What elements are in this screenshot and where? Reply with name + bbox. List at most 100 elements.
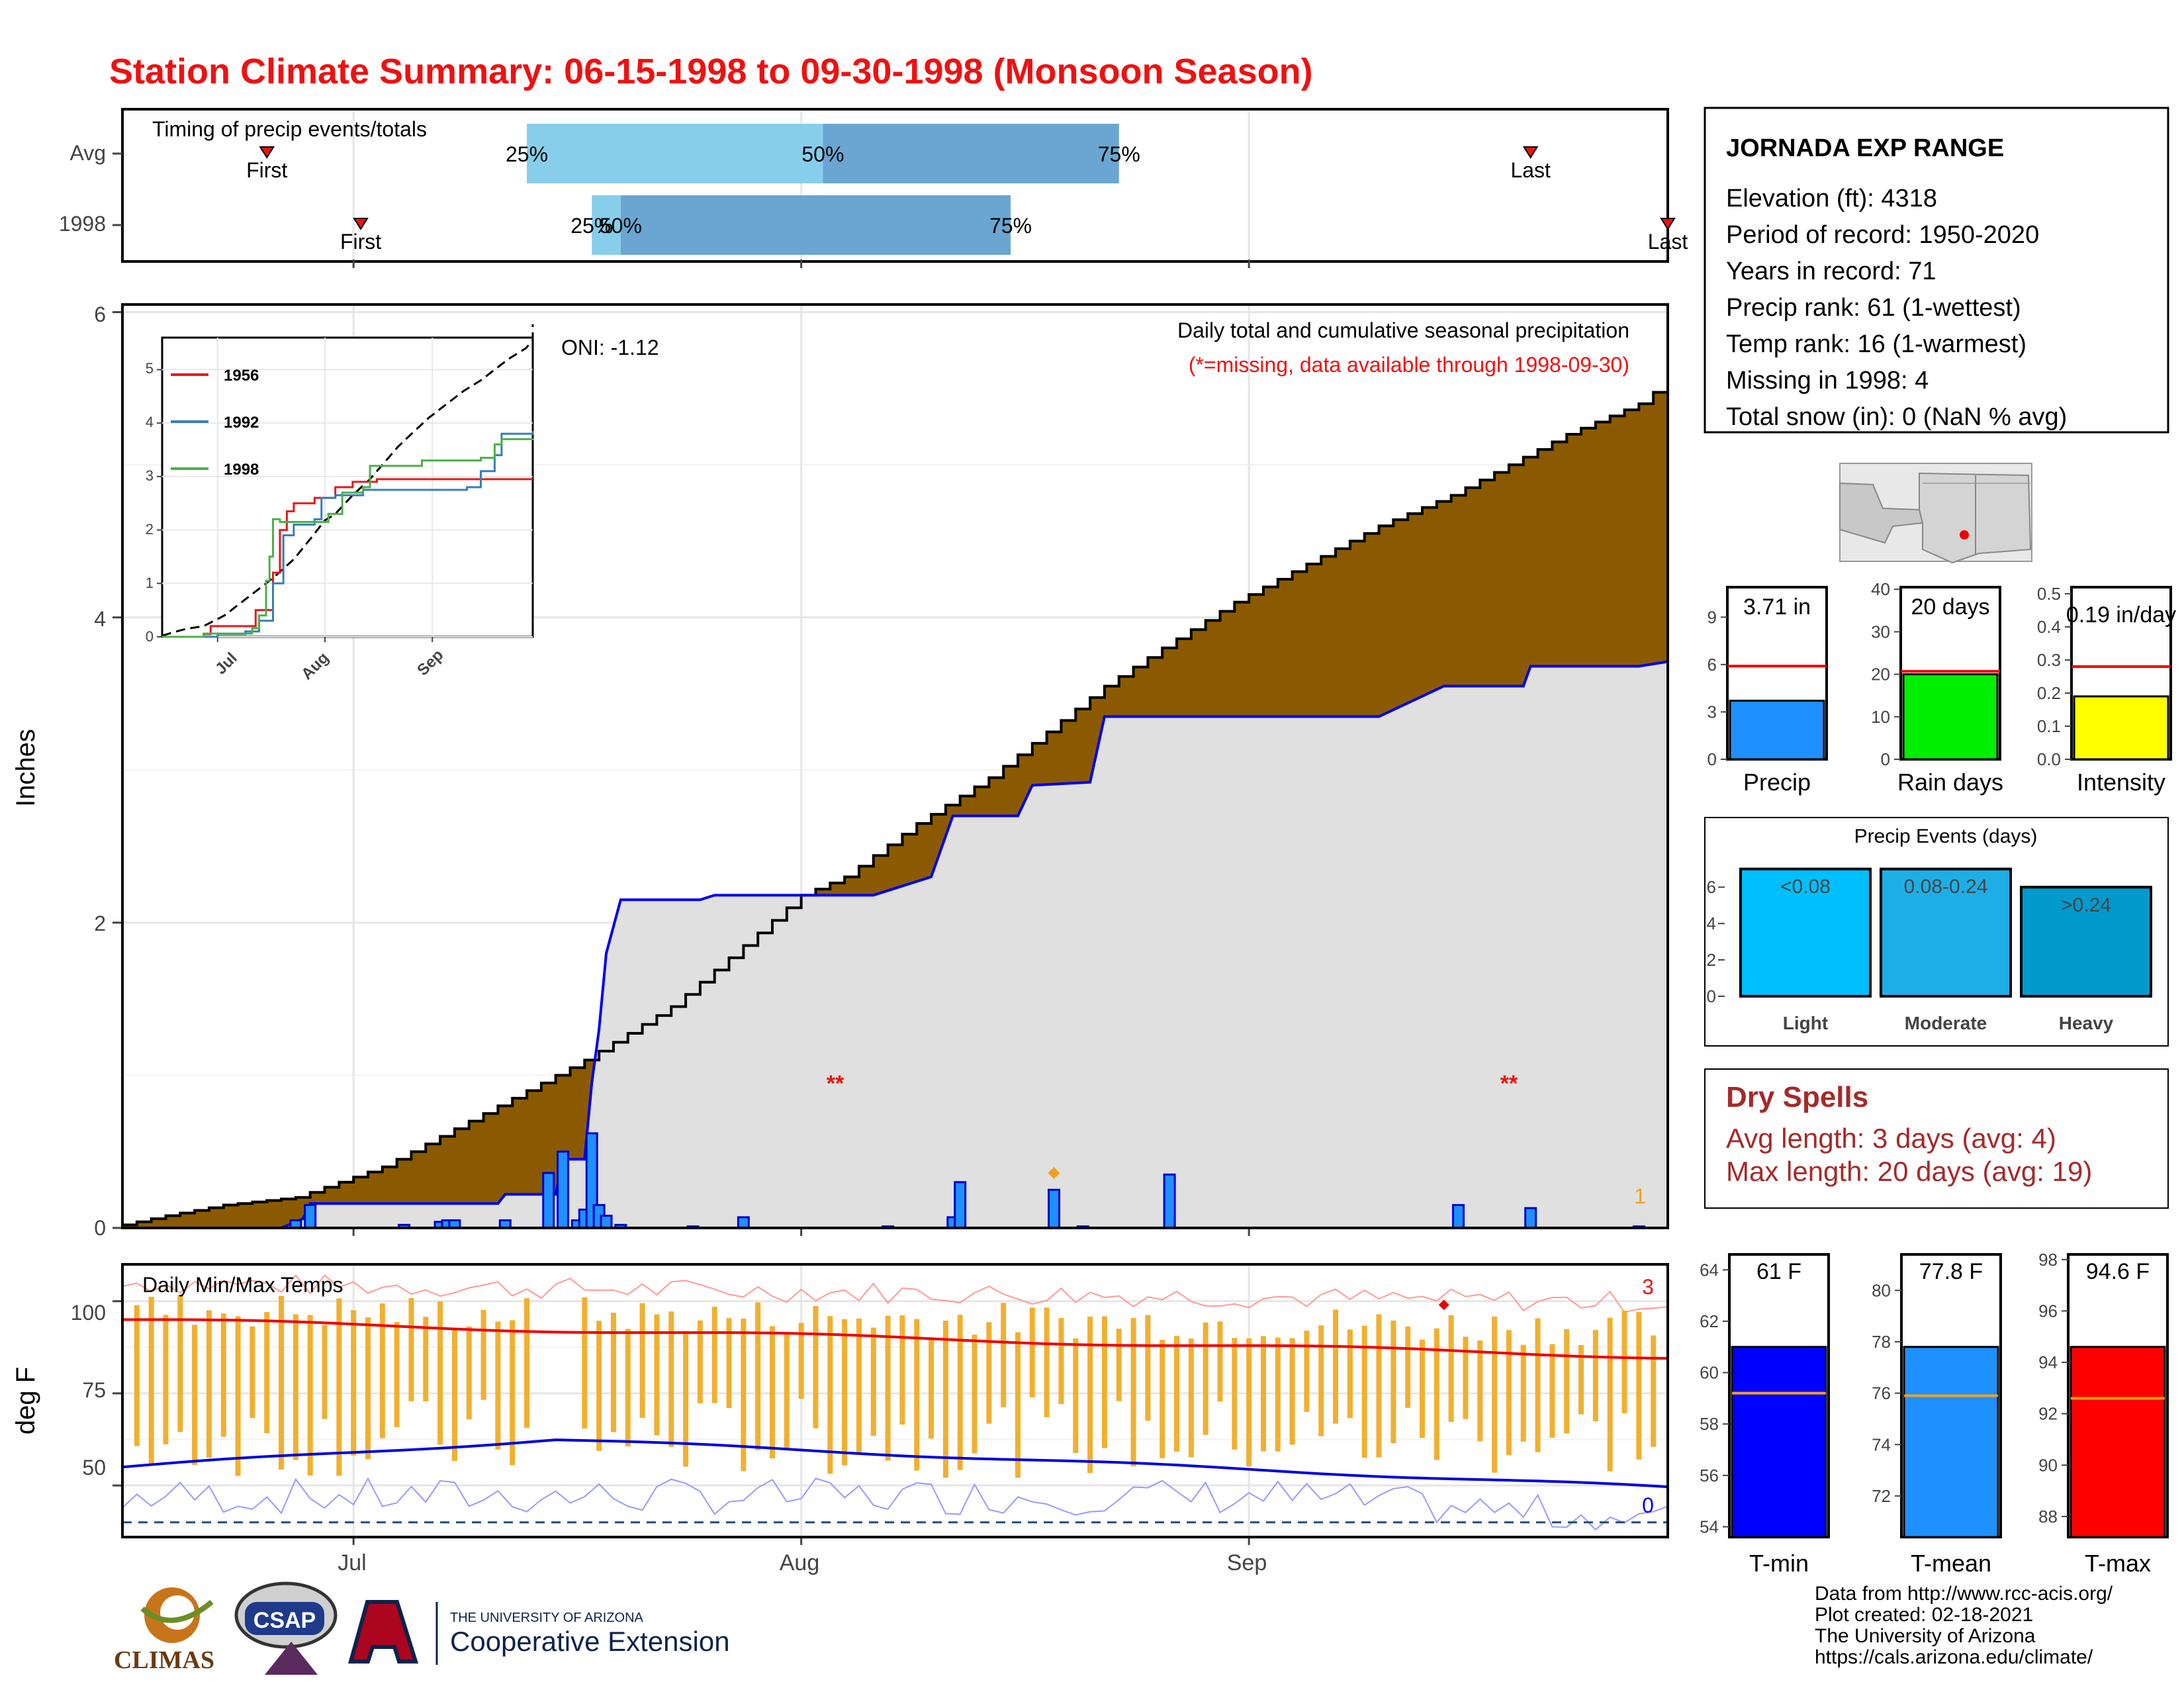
daily-temp-bar — [1463, 1336, 1469, 1419]
daily-temp-bar — [798, 1323, 804, 1399]
daily-temp-bar — [1448, 1315, 1454, 1423]
daily-temp-bar — [351, 1310, 357, 1456]
daily-temp-bar — [1044, 1307, 1050, 1417]
precip-bar-value: 3.71 in — [1743, 594, 1811, 620]
temp-bar-tick-label: 98 — [2038, 1250, 2058, 1270]
dry-spells-box: Dry Spells Avg length: 3 days (avg: 4) M… — [1704, 1068, 2169, 1209]
daily-temp-bar — [1535, 1318, 1541, 1452]
daily-temp-bar — [1029, 1307, 1035, 1398]
daily-temp-bar — [625, 1329, 631, 1447]
timing-yr-first-label: First — [340, 230, 381, 254]
mini-bar-tick-label: 10 — [1871, 707, 1890, 727]
temp-ylabel: deg F — [11, 1367, 40, 1434]
inset-line-1998 — [162, 438, 534, 638]
timing-row-1998: 1998 — [59, 212, 106, 236]
station-info-box: JORNADA EXP RANGE Elevation (ft): 4318 P… — [1704, 107, 2169, 434]
tmin-bar-value: 61 F — [1756, 1259, 1801, 1284]
daily-temp-bar — [1390, 1320, 1396, 1444]
events-ytick-2: 2 — [1707, 950, 1716, 970]
mini-bar-tick-label: 20 — [1871, 665, 1890, 684]
mini-bar-tick-label: 0.0 — [2037, 749, 2061, 769]
daily-temp-bar — [1145, 1315, 1151, 1421]
precip-caption: Daily total and cumulative seasonal prec… — [1177, 318, 1629, 342]
mini-labels: Precip Rain days Intensity 3.71 in 20 da… — [1743, 594, 2176, 796]
mini-bar-tick-label: 6 — [1707, 655, 1717, 675]
daily-temp-bar — [972, 1335, 978, 1454]
precip-ytick-6: 6 — [94, 303, 106, 326]
mini-bar-tick-label: 0.5 — [2037, 584, 2061, 604]
mini-bar-tick-label: 0 — [1707, 749, 1717, 769]
timing-yr-q2-bar — [620, 195, 1011, 255]
temp-bar-tick-label: 74 — [1872, 1434, 1891, 1454]
legend-label-1992: 1992 — [224, 414, 259, 432]
mini-bar-tick-label: 40 — [1871, 579, 1890, 599]
station-line-temp-rank: Temp rank: 16 (1-warmest) — [1726, 330, 2026, 358]
daily-temp-bar — [726, 1318, 732, 1409]
precip-ylabel: Inches — [11, 729, 40, 807]
mini-bar-tick-label: 0.3 — [2037, 650, 2061, 670]
daily-temp-bar — [394, 1322, 400, 1428]
daily-temp-bar — [1433, 1328, 1439, 1460]
daily-temp-bar — [711, 1307, 717, 1403]
missing-mark-sep: ** — [1500, 1071, 1518, 1096]
temp-bar-tick-label: 54 — [1700, 1517, 1719, 1536]
timing-avg-last-label: Last — [1510, 158, 1551, 182]
temp-bar-value — [1903, 1346, 1999, 1538]
temp-bar-tick-label: 88 — [2038, 1507, 2058, 1526]
footer-line-url: https://cals.arizona.edu/climate/ — [1815, 1646, 2093, 1668]
dry-spells-avg: Avg length: 3 days (avg: 4) — [1726, 1123, 2056, 1154]
temp-panel: Daily Min/Max Temps deg F 50 75 100 3 0 … — [11, 1263, 1669, 1575]
timing-row-avg: Avg — [69, 141, 106, 165]
daily-temp-bar — [1275, 1337, 1281, 1452]
daily-temp-bar — [1564, 1329, 1570, 1434]
daily-temp-bar — [1636, 1312, 1642, 1460]
daily-temp-bar — [1405, 1326, 1411, 1408]
daily-temp-bar — [1289, 1338, 1295, 1445]
daily-temp-bar — [1651, 1335, 1657, 1447]
inset-ytick-0: 0 — [146, 628, 154, 645]
events-ytick-4: 4 — [1707, 914, 1716, 933]
daily-temp-bar — [683, 1331, 689, 1467]
daily-temp-bar — [1001, 1303, 1007, 1407]
temp-ytick-100: 100 — [71, 1301, 106, 1325]
avg-cumulative-line — [122, 381, 1669, 1227]
temp-title: Daily Min/Max Temps — [142, 1273, 343, 1297]
mini-bar-tick-label: 0 — [1881, 749, 1890, 769]
events-ytick-6: 6 — [1707, 877, 1716, 897]
temp-count-lo: 0 — [1642, 1493, 1654, 1517]
daily-temp-bar — [466, 1326, 472, 1420]
precip-ytick-0: 0 — [94, 1216, 106, 1240]
daily-precip-bar — [542, 1172, 555, 1229]
daily-temp-bar — [1246, 1338, 1252, 1467]
daily-temp-bar — [423, 1317, 429, 1402]
inset-ytick-5: 5 — [146, 360, 154, 377]
timing-panel: Timing of precip events/totals Avg 1998 … — [59, 108, 1688, 268]
temp-bar-tick-label: 80 — [1872, 1280, 1891, 1300]
daily-temp-bar — [524, 1298, 530, 1429]
timing-yr-p75-label: 75% — [989, 214, 1032, 238]
timing-avg-p50-label: 50% — [801, 142, 844, 166]
tmean-bar-value: 77.8 F — [1919, 1259, 1983, 1284]
daily-temp-bar — [1130, 1317, 1136, 1467]
temp-bar-tick-label: 56 — [1700, 1466, 1719, 1485]
mini-bar-tick-label: 0.1 — [2037, 716, 2061, 736]
daily-temp-bar — [1607, 1317, 1613, 1472]
precip-event-bar — [1880, 867, 2012, 998]
inset-line-1992 — [162, 431, 534, 638]
daily-temp-bar — [957, 1315, 963, 1470]
temp-ytick-75: 75 — [82, 1378, 106, 1402]
precip-ytick-4: 4 — [94, 607, 106, 631]
daily-temp-bar — [1592, 1330, 1598, 1422]
daily-temp-bar — [856, 1318, 862, 1454]
events-label-heavy: Heavy — [2059, 1013, 2114, 1033]
daily-temp-bar — [1188, 1338, 1194, 1458]
daily-temp-bar — [610, 1313, 616, 1432]
events-bin-moderate: 0.08-0.24 — [1904, 876, 1988, 898]
inset-ytick-4: 4 — [146, 414, 154, 430]
timing-avg-p25-label: 25% — [506, 142, 548, 166]
daily-temp-bar — [929, 1337, 934, 1439]
daily-temp-bar — [1015, 1332, 1021, 1478]
daily-temp-bar — [379, 1303, 385, 1438]
daily-temp-bar — [1333, 1309, 1339, 1424]
station-line-elevation: Elevation (ft): 4318 — [1726, 185, 1937, 212]
